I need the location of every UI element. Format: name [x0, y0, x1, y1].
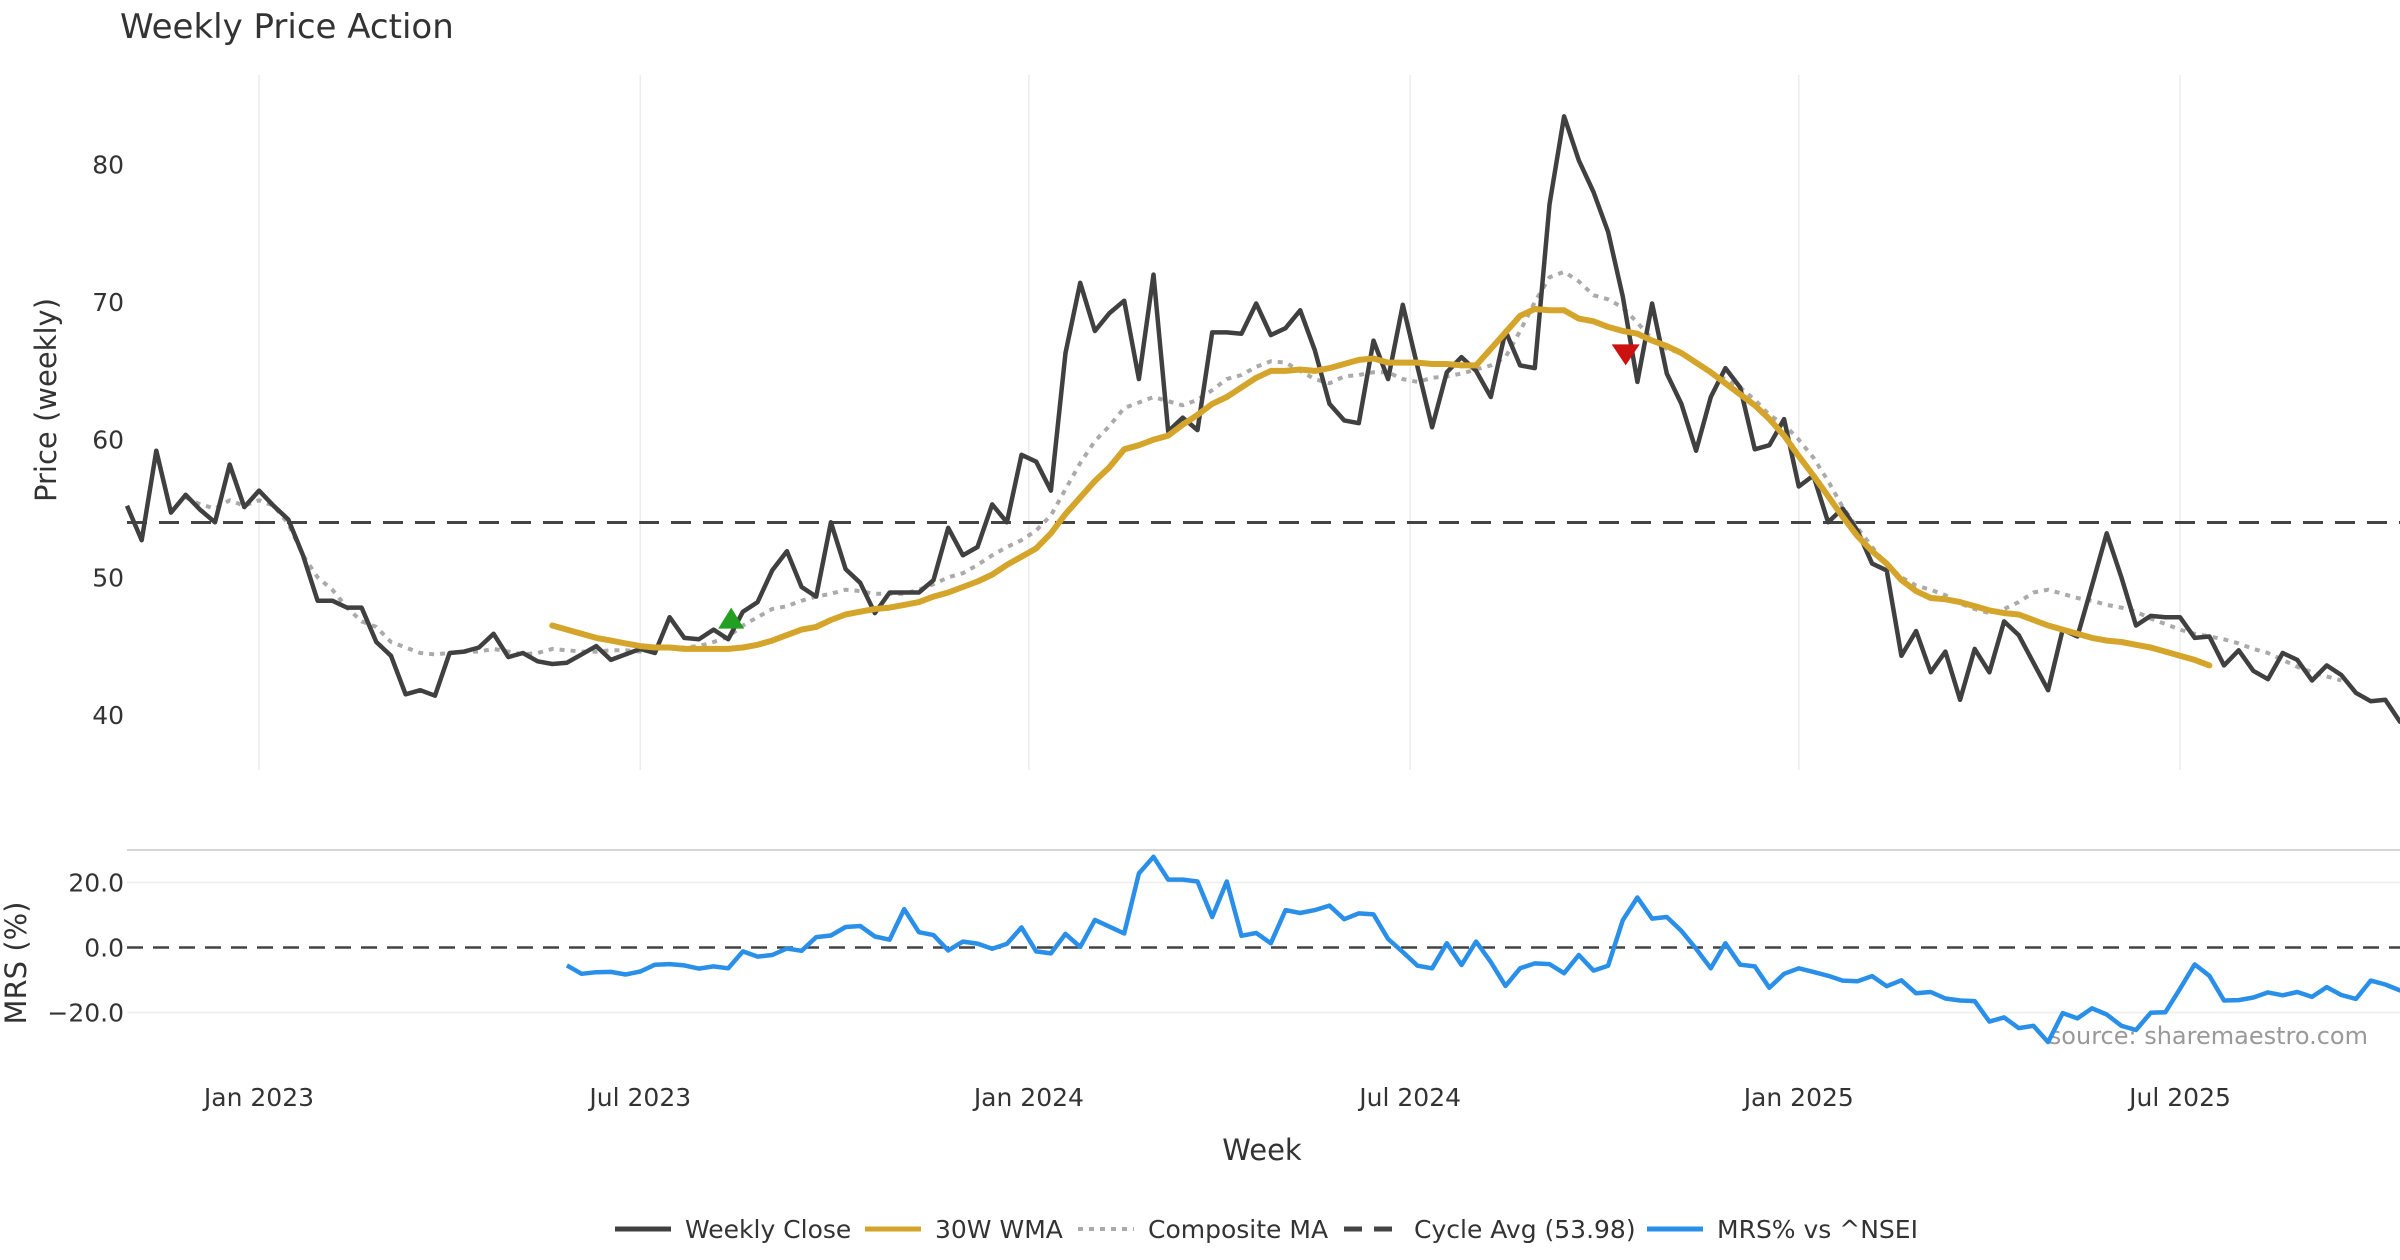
composite-ma-line: [184, 269, 2342, 683]
legend-item: 30W WMA: [865, 1215, 1063, 1244]
reference-lines: [127, 521, 2400, 949]
price-y-tick-label: 60: [92, 426, 124, 455]
x-tick-label: Jul 2025: [2127, 1083, 2231, 1112]
x-tick-label: Jan 2023: [202, 1083, 314, 1112]
legend-item: Weekly Close: [615, 1215, 851, 1244]
mrs-y-tick-label: −20.0: [47, 999, 124, 1028]
mrs-y-tick-label: 0.0: [84, 934, 124, 963]
price-y-tick-label: 40: [92, 701, 124, 730]
x-tick-label: Jul 2023: [587, 1083, 691, 1112]
wma-30w-line: [549, 306, 2213, 669]
signal-markers: [718, 344, 1640, 629]
series-lines: [124, 114, 2400, 1045]
price-y-axis-label: Price (weekly): [29, 298, 63, 502]
x-tick-label: Jan 2024: [972, 1083, 1084, 1112]
price-y-tick-label: 70: [92, 288, 124, 317]
legend-label: MRS% vs ^NSEI: [1717, 1215, 1918, 1244]
weekly-close-line: [124, 114, 2400, 725]
x-tick-label: Jan 2025: [1742, 1083, 1854, 1112]
axis-ticks: Jan 2023 Jul 2023 Jan 2024 Jul 2024 Jan 2025…: [47, 150, 2231, 1112]
x-axis-label: Week: [1222, 1133, 1302, 1167]
price-y-tick-label: 80: [92, 150, 124, 179]
grid-lines: [127, 75, 2400, 1014]
buy-signal-marker: [718, 607, 745, 629]
mrs-line: [565, 854, 2400, 1045]
legend: Weekly Close 30W WMA Composite MA Cycle Avg…: [615, 1215, 1918, 1244]
legend-item: Composite MA: [1078, 1215, 1328, 1244]
chart-title: Weekly Price Action: [120, 7, 454, 47]
x-tick-label: Jul 2024: [1357, 1083, 1461, 1112]
legend-label: Composite MA: [1148, 1215, 1328, 1244]
sell-signal-marker: [1611, 344, 1640, 366]
price-y-tick-label: 50: [92, 563, 124, 592]
legend-item: Cycle Avg (53.98): [1344, 1215, 1636, 1244]
mrs-y-axis-label: MRS (%): [0, 902, 33, 1025]
legend-label: Cycle Avg (53.98): [1414, 1215, 1636, 1244]
legend-item: MRS% vs ^NSEI: [1647, 1215, 1918, 1244]
source-annotation: source: sharemaestro.com: [2049, 1022, 2368, 1050]
legend-label: 30W WMA: [935, 1215, 1063, 1244]
legend-label: Weekly Close: [685, 1215, 851, 1244]
mrs-y-tick-label: 20.0: [68, 869, 124, 898]
